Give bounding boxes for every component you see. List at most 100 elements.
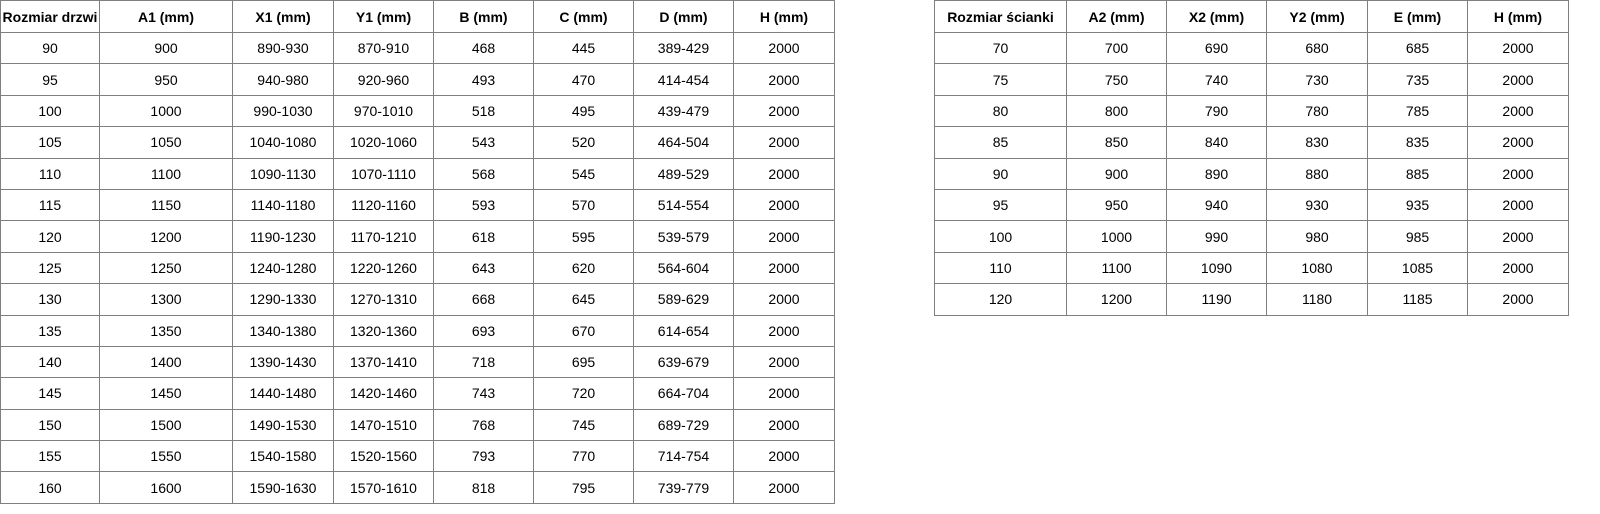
table-cell: 1185 [1367,283,1468,316]
table-cell: 1320-1360 [333,314,434,347]
table-cell: 770 [533,440,634,473]
table-cell: 120 [934,283,1067,316]
table-cell: 985 [1367,220,1468,253]
door-size-table: Rozmiar drzwi A1 (mm) X1 (mm) Y1 (mm) B (mm)… [0,0,835,504]
table-cell: 570 [533,188,634,222]
table-cell: 539-579 [633,220,734,253]
table-cell: 1250 [99,251,233,285]
table-cell: 2000 [1467,126,1569,159]
table-cell: 740 [1166,63,1267,96]
table-cell: 95 [934,188,1067,222]
table-cell: 80 [934,94,1067,128]
table-cell: 1590-1630 [232,471,334,504]
table-cell: 2000 [1467,63,1569,96]
table-cell: 2000 [733,440,835,473]
table-row: 150 1500 1490-1530 1470-1510 768 745 689-729 20… [0,408,835,442]
table-cell: 639-679 [633,345,734,379]
table-cell: 2000 [733,408,835,442]
column-header: B (mm) [433,0,534,33]
table-cell: 1000 [99,94,233,128]
table-cell: 160 [0,471,100,504]
table-cell: 835 [1367,126,1468,159]
table-cell: 105 [0,126,100,159]
table-cell: 718 [433,345,534,379]
table-cell: 2000 [1467,94,1569,128]
table-cell: 2000 [1467,31,1569,65]
column-header: Y2 (mm) [1266,0,1368,33]
table-cell: 1270-1310 [333,283,434,316]
table-cell: 2000 [733,314,835,347]
table-cell: 1090-1130 [232,157,334,190]
table-cell: 1200 [1066,283,1167,316]
table-row: 160 1600 1590-1630 1570-1610 818 795 739-779 20… [0,471,835,504]
table-cell: 493 [433,63,534,96]
table-cell: 1200 [99,220,233,253]
table-cell: 520 [533,126,634,159]
table-cell: 545 [533,157,634,190]
table-cell: 1500 [99,408,233,442]
table-cell: 1300 [99,283,233,316]
table-cell: 2000 [733,63,835,96]
table-cell: 618 [433,220,534,253]
table-row: 100 1000 990-1030 970-1010 518 495 439-479 2000 [0,94,835,128]
table-row: 90 900 890-930 870-910 468 445 389-429 2000 [0,31,835,65]
table-row: 95 950 940-980 920-960 493 470 414-454 2000 [0,63,835,96]
column-header: C (mm) [533,0,634,33]
table-cell: 110 [934,251,1067,285]
table-cell: 1170-1210 [333,220,434,253]
table-cell: 90 [934,157,1067,190]
table-cell: 970-1010 [333,94,434,128]
column-header: Rozmiar drzwi [0,0,100,33]
table-cell: 664-704 [633,377,734,410]
table-cell: 2000 [1467,283,1569,316]
table-cell: 564-604 [633,251,734,285]
table-cell: 593 [433,188,534,222]
table-row: 130 1300 1290-1330 1270-1310 668 645 589-629 20… [0,283,835,316]
table-cell: 70 [934,31,1067,65]
table-cell: 614-654 [633,314,734,347]
table-cell: 745 [533,408,634,442]
table-cell: 700 [1066,31,1167,65]
table-cell: 135 [0,314,100,347]
table-cell: 445 [533,31,634,65]
table-cell: 1080 [1266,251,1368,285]
table-cell: 1350 [99,314,233,347]
table-cell: 2000 [733,94,835,128]
table-cell: 940 [1166,188,1267,222]
table-row: 135 1350 1340-1380 1320-1360 693 670 614-654 20… [0,314,835,347]
table-cell: 100 [934,220,1067,253]
table-cell: 115 [0,188,100,222]
table-cell: 1085 [1367,251,1468,285]
table-cell: 1020-1060 [333,126,434,159]
table-cell: 920-960 [333,63,434,96]
table-cell: 1570-1610 [333,471,434,504]
table-row: 120 1200 1190-1230 1170-1210 618 595 539-579 20… [0,220,835,253]
table-cell: 1240-1280 [232,251,334,285]
table-cell: 1520-1560 [333,440,434,473]
table-cell: 790 [1166,94,1267,128]
table-cell: 830 [1266,126,1368,159]
table-cell: 840 [1166,126,1267,159]
table-cell: 1290-1330 [232,283,334,316]
table-cell: 668 [433,283,534,316]
column-header: Y1 (mm) [333,0,434,33]
table-cell: 980 [1266,220,1368,253]
table-cell: 1000 [1066,220,1167,253]
table-cell: 645 [533,283,634,316]
header-row: Rozmiar ścianki A2 (mm) X2 (mm) Y2 (mm) E (m… [934,0,1569,33]
table-row: 90 900 890 880 885 2000 [934,157,1569,190]
table-cell: 1490-1530 [232,408,334,442]
table-cell: 1070-1110 [333,157,434,190]
table-cell: 850 [1066,126,1167,159]
table-cell: 100 [0,94,100,128]
column-header: D (mm) [633,0,734,33]
table-cell: 568 [433,157,534,190]
column-header: H (mm) [733,0,835,33]
table-cell: 730 [1266,63,1368,96]
header-row: Rozmiar drzwi A1 (mm) X1 (mm) Y1 (mm) B (mm)… [0,0,835,33]
table-cell: 890-930 [232,31,334,65]
column-header: A1 (mm) [99,0,233,33]
table-cell: 2000 [733,377,835,410]
table-cell: 414-454 [633,63,734,96]
table-cell: 2000 [733,251,835,285]
